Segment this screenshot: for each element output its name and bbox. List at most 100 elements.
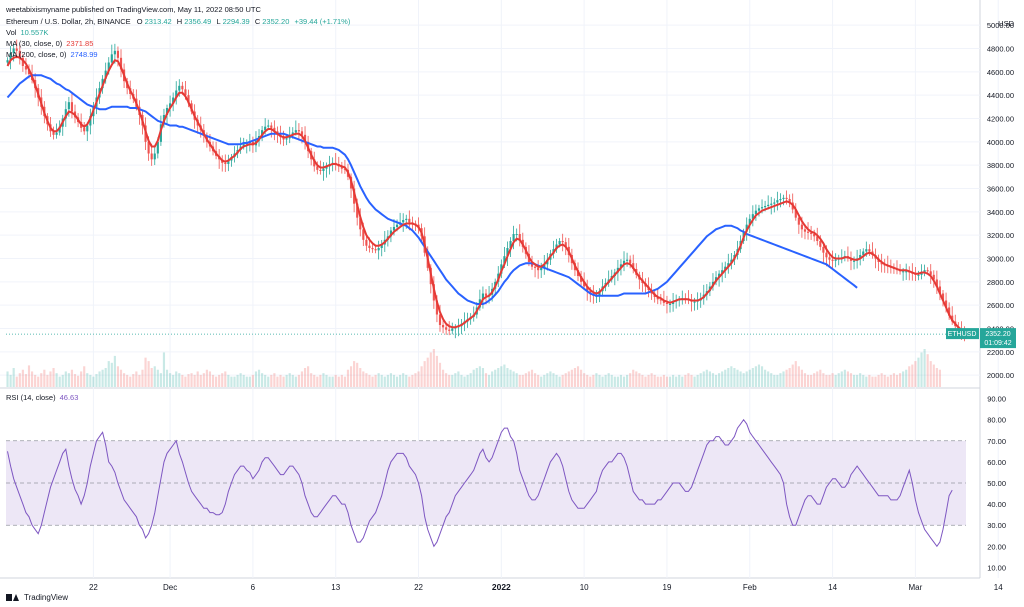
price-tick-label: 2200.00 bbox=[987, 348, 1014, 357]
candle-body bbox=[941, 293, 945, 301]
volume-bar bbox=[481, 368, 485, 387]
volume-bar bbox=[356, 362, 359, 387]
volume-bar bbox=[126, 374, 129, 387]
candle-body bbox=[405, 218, 408, 220]
volume-bar bbox=[270, 374, 273, 387]
volume-bar bbox=[690, 374, 693, 387]
volume-bar bbox=[199, 374, 202, 387]
candle-body bbox=[67, 102, 70, 110]
volume-bar bbox=[580, 369, 583, 387]
candle-body bbox=[622, 260, 626, 265]
candle-body bbox=[402, 220, 405, 223]
candle-body bbox=[359, 217, 362, 230]
volume-bar bbox=[457, 371, 460, 387]
volume-bar bbox=[530, 369, 534, 387]
volume-bar bbox=[227, 374, 230, 387]
volume-bar bbox=[635, 371, 638, 387]
rsi-tick-label: 80.00 bbox=[987, 416, 1006, 425]
volume-bar bbox=[767, 371, 770, 387]
time-tick-label: 13 bbox=[331, 583, 340, 592]
candle-body bbox=[619, 264, 623, 268]
symbol-tag-bg bbox=[946, 328, 979, 340]
volume-bar bbox=[570, 369, 573, 387]
candle-body bbox=[362, 229, 365, 240]
volume-bar bbox=[441, 369, 445, 387]
volume-bar bbox=[497, 368, 500, 387]
candle-body bbox=[178, 85, 181, 91]
volume-bar bbox=[80, 371, 83, 387]
volume-bar bbox=[313, 374, 316, 387]
volume-bar bbox=[70, 369, 74, 387]
volume-bar bbox=[27, 365, 31, 387]
candle-body bbox=[441, 325, 445, 328]
volume-bar bbox=[895, 374, 899, 387]
footer-brand[interactable]: TradingView bbox=[6, 593, 68, 602]
rsi-label: RSI (14, close) bbox=[6, 393, 56, 402]
legend-main: Ethereum / U.S. Dollar, 2h, BINANCE O 231… bbox=[6, 17, 350, 27]
volume-bar bbox=[681, 376, 684, 387]
volume-bar bbox=[745, 371, 748, 387]
rsi-tick-label: 40.00 bbox=[987, 500, 1006, 509]
candle-body bbox=[920, 272, 923, 275]
volume-bar bbox=[285, 374, 288, 387]
candle-body bbox=[261, 130, 264, 136]
candle-body bbox=[718, 273, 721, 278]
volume-bar bbox=[764, 369, 767, 387]
price-tag-bg bbox=[980, 328, 1016, 349]
volume-bar bbox=[935, 368, 938, 387]
candle-body bbox=[9, 53, 12, 61]
candle-body bbox=[408, 218, 411, 223]
candle-body bbox=[445, 327, 448, 330]
volume-bar bbox=[834, 374, 837, 387]
candle-body bbox=[724, 266, 727, 271]
legend-ma200: MA (200, close, 0) 2748.99 bbox=[6, 50, 98, 60]
candle-body bbox=[380, 244, 383, 248]
volume-bar bbox=[534, 373, 537, 387]
volume-bar bbox=[6, 371, 9, 387]
volume-bar bbox=[813, 373, 816, 387]
volume-bar bbox=[233, 376, 236, 387]
price-tick-label: 2800.00 bbox=[987, 278, 1014, 287]
time-tick-label: 14 bbox=[828, 583, 837, 592]
candle-body bbox=[172, 97, 175, 104]
volume-bar bbox=[135, 371, 138, 387]
volume-bar bbox=[89, 374, 92, 387]
volume-bar bbox=[429, 352, 432, 387]
candle-body bbox=[509, 241, 512, 248]
volume-bar bbox=[414, 373, 417, 387]
volume-bar bbox=[239, 373, 242, 387]
volume-bar bbox=[438, 362, 442, 387]
volume-bar bbox=[325, 374, 328, 387]
volume-bar bbox=[310, 373, 313, 387]
candle-body bbox=[270, 125, 273, 128]
candle-body bbox=[813, 234, 816, 237]
volume-bar bbox=[18, 373, 21, 387]
candle-body bbox=[944, 300, 948, 308]
volume-bar bbox=[466, 374, 469, 387]
volume-bar bbox=[402, 373, 405, 387]
volume-bar bbox=[917, 357, 920, 387]
volume-bar bbox=[178, 373, 181, 387]
volume-bar bbox=[83, 366, 86, 387]
volume-bar bbox=[52, 368, 55, 387]
candle-body bbox=[668, 304, 672, 305]
volume-bar bbox=[337, 376, 340, 387]
rsi-tick-label: 90.00 bbox=[987, 395, 1006, 404]
candle-body bbox=[816, 236, 819, 241]
volume-bar bbox=[668, 376, 672, 387]
candle-body bbox=[481, 293, 485, 300]
candle-body bbox=[598, 291, 601, 296]
candle-body bbox=[21, 57, 24, 66]
time-tick-label: 14 bbox=[994, 583, 1003, 592]
candle-body bbox=[313, 159, 316, 167]
rsi-band bbox=[6, 440, 966, 526]
volume-bar bbox=[647, 374, 650, 387]
volume-bar bbox=[840, 371, 843, 387]
volume-bar bbox=[24, 374, 28, 387]
volume-bar bbox=[788, 368, 791, 387]
price-tick-label: 4800.00 bbox=[987, 45, 1014, 54]
volume-bar bbox=[555, 374, 558, 387]
volume-bar bbox=[616, 376, 619, 387]
volume-bar bbox=[129, 376, 132, 387]
